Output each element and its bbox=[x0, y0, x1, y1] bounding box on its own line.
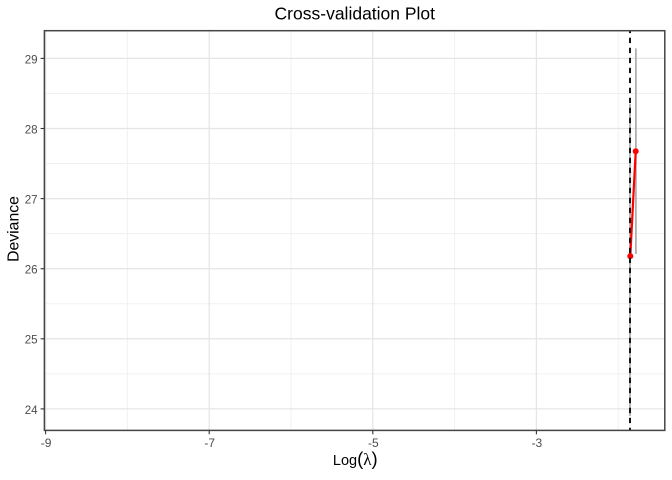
svg-text:Cross-validation Plot: Cross-validation Plot bbox=[275, 4, 436, 24]
svg-text:-5: -5 bbox=[368, 436, 379, 450]
svg-text:29: 29 bbox=[25, 53, 38, 66]
svg-text:27: 27 bbox=[25, 194, 38, 207]
svg-text:-9: -9 bbox=[41, 436, 52, 450]
svg-text:25: 25 bbox=[25, 334, 38, 347]
svg-text:24: 24 bbox=[25, 404, 38, 417]
svg-text:26: 26 bbox=[25, 264, 38, 277]
svg-text:-7: -7 bbox=[204, 436, 215, 450]
svg-text:28: 28 bbox=[25, 123, 38, 136]
svg-text:-3: -3 bbox=[532, 436, 543, 450]
svg-text:Deviance: Deviance bbox=[5, 196, 22, 262]
svg-text:Log(λ): Log(λ) bbox=[333, 448, 378, 469]
